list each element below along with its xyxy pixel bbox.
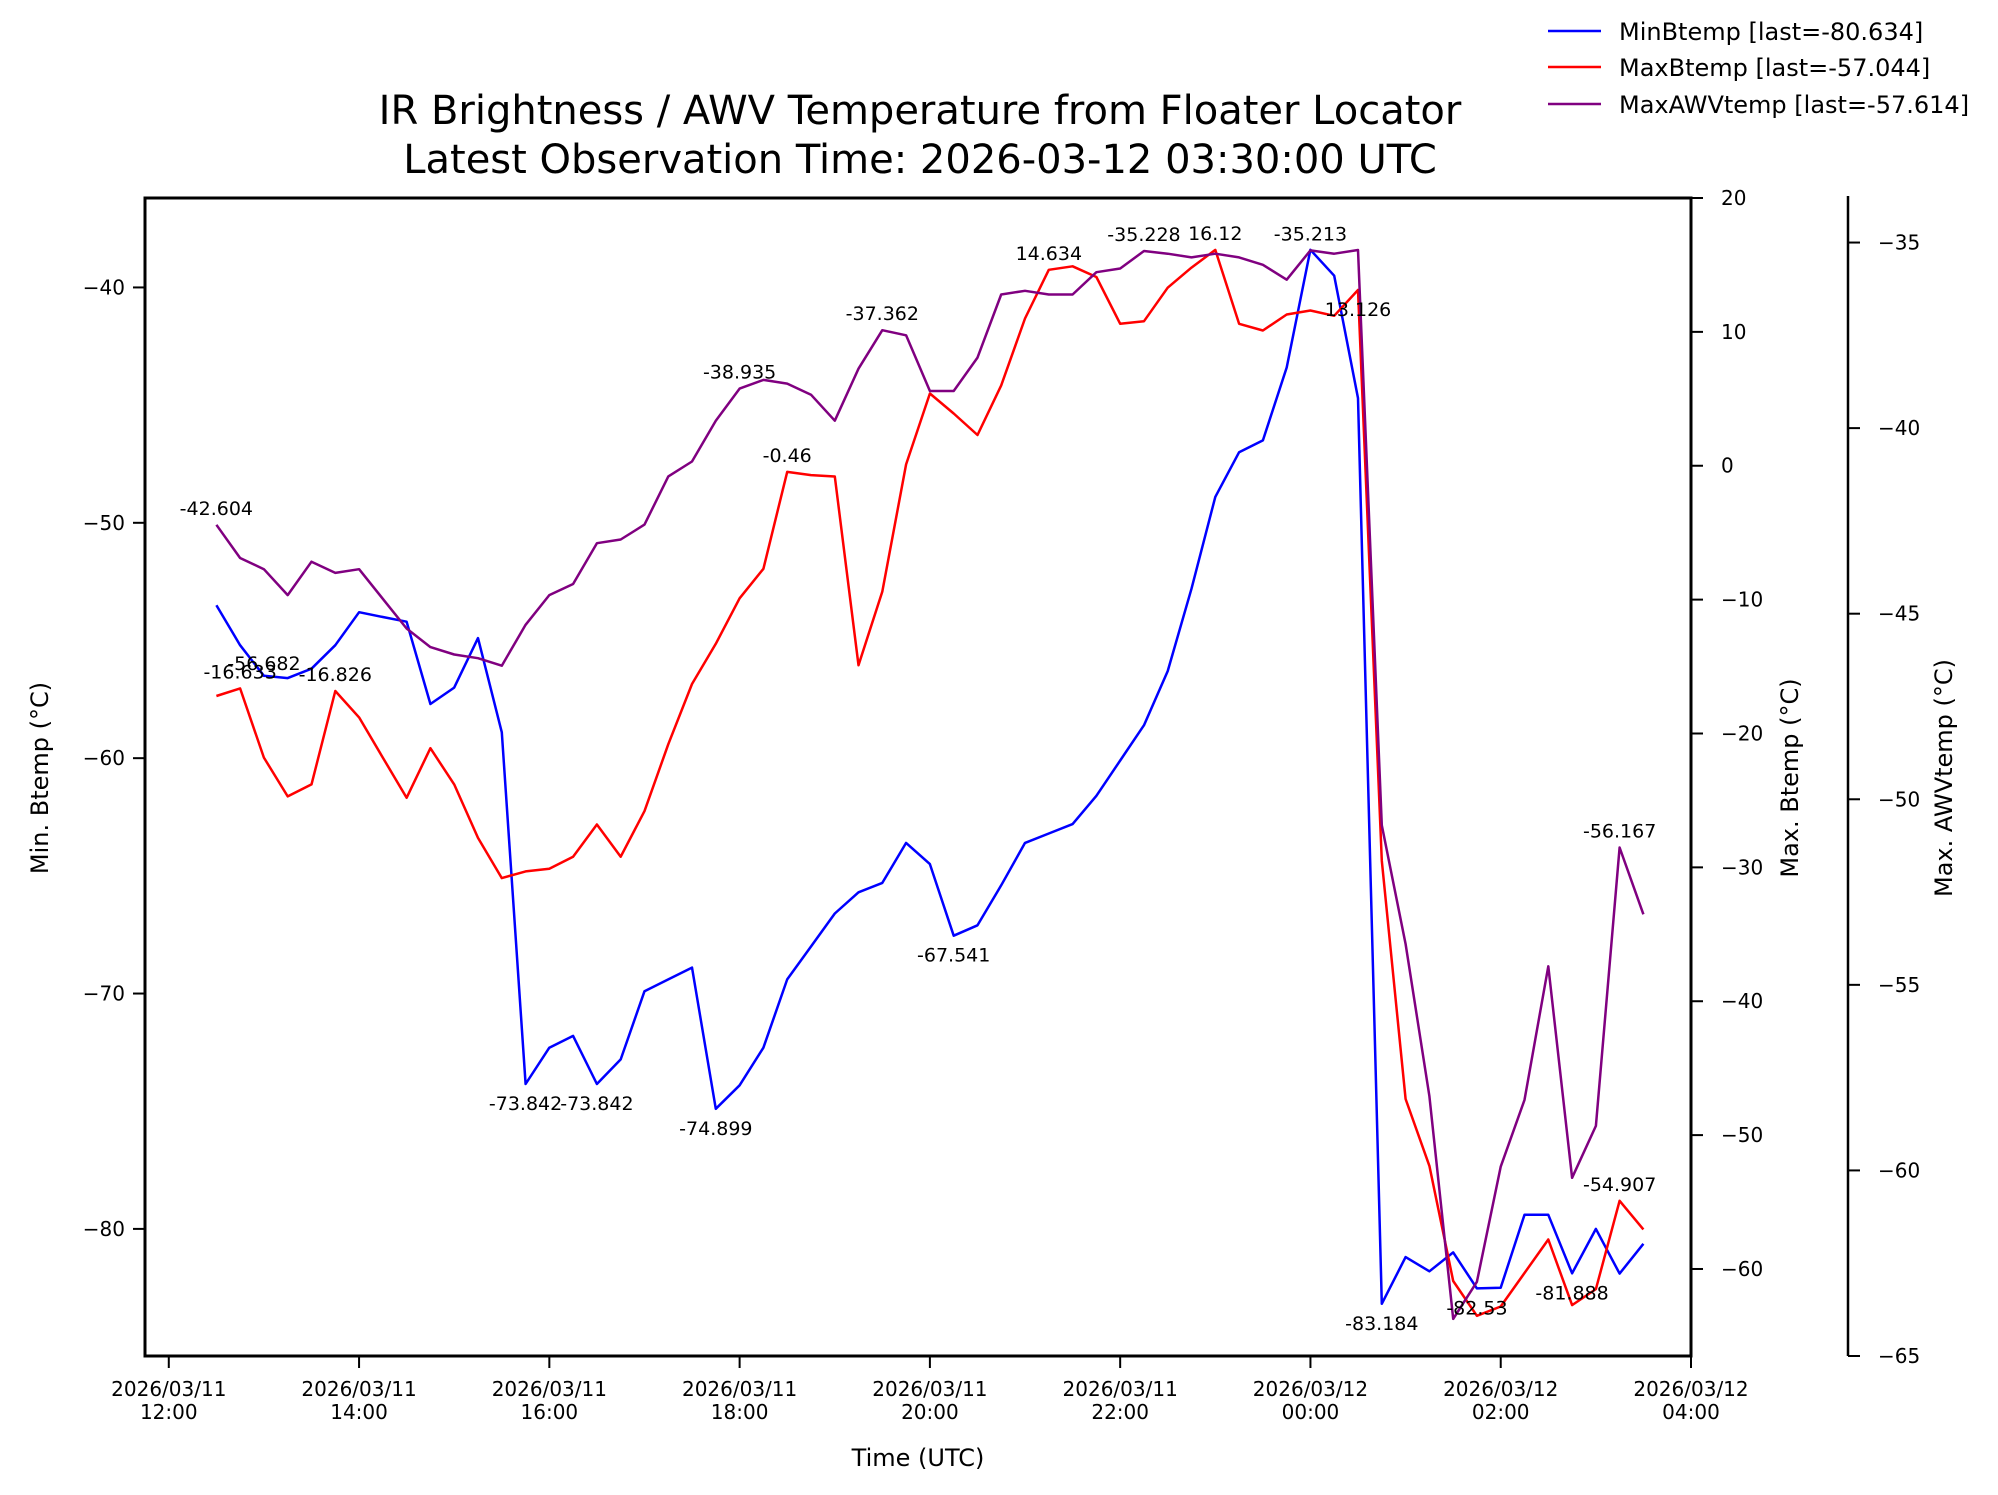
- data-label: -37.362: [846, 303, 919, 325]
- x-tick-label-date: 2026/03/12: [1443, 1377, 1558, 1401]
- data-label: -82.53: [1446, 1297, 1507, 1319]
- y-axis-right1: 20 10 0 −10 −20 −30 −40 −50 −60: [1691, 186, 1763, 1281]
- x-tick-label-date: 2026/03/12: [1253, 1377, 1368, 1401]
- x-tick-label-time: 12:00: [140, 1400, 198, 1424]
- y-tick-label-right1: −50: [1721, 1123, 1763, 1147]
- chart-title-line1: IR Brightness / AWV Temperature from Flo…: [379, 88, 1462, 134]
- y-axis-label-right2: Max. AWVtemp (°C): [1930, 659, 1958, 897]
- data-label: -81.888: [1535, 1282, 1608, 1304]
- y-tick-label-left: −40: [83, 275, 125, 299]
- legend: MinBtemp [last=-80.634] MaxBtemp [last=-…: [1548, 18, 1969, 119]
- series-line-maxbtemp: [216, 248, 1645, 1318]
- data-label: 16.12: [1188, 223, 1242, 245]
- y-tick-label-right2: −65: [1878, 1344, 1920, 1368]
- x-tick-label-time: 18:00: [711, 1400, 769, 1424]
- data-label: -16.633: [203, 661, 276, 683]
- y-tick-label-right2: −35: [1878, 231, 1920, 255]
- data-label: -42.604: [180, 498, 253, 520]
- x-tick-label-time: 00:00: [1282, 1400, 1340, 1424]
- y-tick-label-right2: −50: [1878, 787, 1920, 811]
- y-axis-label-right1: Max. Btemp (°C): [1776, 678, 1804, 877]
- y-tick-label-right1: 20: [1721, 186, 1746, 210]
- data-label: -73.842: [489, 1093, 562, 1115]
- x-axis-label: Time (UTC): [851, 1444, 985, 1472]
- data-label: 14.634: [1016, 243, 1082, 265]
- y-tick-label-right1: 10: [1721, 320, 1746, 344]
- x-tick-label-time: 22:00: [1091, 1400, 1149, 1424]
- x-tick-label-time: 16:00: [521, 1400, 579, 1424]
- x-tick-label-date: 2026/03/11: [1063, 1377, 1178, 1401]
- chart-title-line2: Latest Observation Time: 2026-03-12 03:3…: [403, 137, 1437, 183]
- y-tick-label-right1: 0: [1721, 454, 1734, 478]
- plot-frame: [143, 196, 1693, 1358]
- y-tick-label-left: −80: [83, 1217, 125, 1241]
- x-tick-label-time: 02:00: [1472, 1400, 1530, 1424]
- data-label: -38.935: [703, 362, 776, 384]
- y-tick-label-right1: −10: [1721, 588, 1763, 612]
- legend-label-maxbtemp: MaxBtemp [last=-57.044]: [1619, 54, 1930, 82]
- y-tick-label-right1: −20: [1721, 721, 1763, 745]
- y-tick-label-right1: −30: [1721, 855, 1763, 879]
- data-label: -35.228: [1107, 224, 1180, 246]
- y-tick-label-left: −70: [83, 982, 125, 1006]
- x-tick-label-date: 2026/03/12: [1633, 1377, 1748, 1401]
- data-label: 13.126: [1325, 299, 1391, 321]
- data-label: -54.907: [1583, 1174, 1656, 1196]
- series-layer: [215, 248, 1645, 1321]
- data-label: -16.826: [299, 664, 372, 686]
- x-tick-label-date: 2026/03/11: [682, 1377, 797, 1401]
- data-label: -74.899: [679, 1118, 752, 1140]
- legend-label-minbtemp: MinBtemp [last=-80.634]: [1619, 18, 1923, 46]
- y-axis-label-left: Min. Btemp (°C): [26, 682, 54, 874]
- data-label: -67.541: [917, 945, 990, 967]
- y-tick-label-right1: −40: [1721, 989, 1763, 1013]
- y-tick-label-left: −50: [83, 511, 125, 535]
- x-tick-label-time: 14:00: [330, 1400, 388, 1424]
- x-tick-label-date: 2026/03/11: [111, 1377, 226, 1401]
- y-tick-label-left: −60: [83, 746, 125, 770]
- annotation-layer: -73.842-73.842 -74.899 -67.541 -83.184 -82.5…: [180, 223, 1657, 1335]
- y-axis-left: −40 −50 −60 −70 −80: [83, 275, 145, 1241]
- x-tick-label-date: 2026/03/11: [872, 1377, 987, 1401]
- x-tick-label-time: 04:00: [1662, 1400, 1720, 1424]
- data-label: -56.682: [227, 653, 300, 675]
- y-tick-label-right2: −55: [1878, 973, 1920, 997]
- series-line-maxawvtemp: [215, 248, 1645, 1321]
- legend-label-maxawvtemp: MaxAWVtemp [last=-57.614]: [1619, 91, 1969, 119]
- x-tick-label-time: 20:00: [901, 1400, 959, 1424]
- y-tick-label-right2: −40: [1878, 416, 1920, 440]
- data-label: -56.167: [1583, 821, 1656, 843]
- y-tick-label-right2: −60: [1878, 1158, 1920, 1182]
- y-tick-label-right2: −45: [1878, 602, 1920, 626]
- data-label: -83.184: [1345, 1313, 1418, 1335]
- data-label: -0.46: [763, 445, 812, 467]
- data-label: -73.842: [560, 1093, 633, 1115]
- series-line-minbtemp: [215, 248, 1645, 1306]
- x-tick-label-date: 2026/03/11: [301, 1377, 416, 1401]
- y-axis-right2: −35 −40 −45 −50 −55 −60 −65: [1848, 231, 1920, 1368]
- x-axis: 2026/03/1112:002026/03/1114:002026/03/11…: [111, 1356, 1749, 1424]
- y-tick-label-right1: −60: [1721, 1257, 1763, 1281]
- data-label: -35.213: [1274, 223, 1347, 245]
- x-tick-label-date: 2026/03/11: [492, 1377, 607, 1401]
